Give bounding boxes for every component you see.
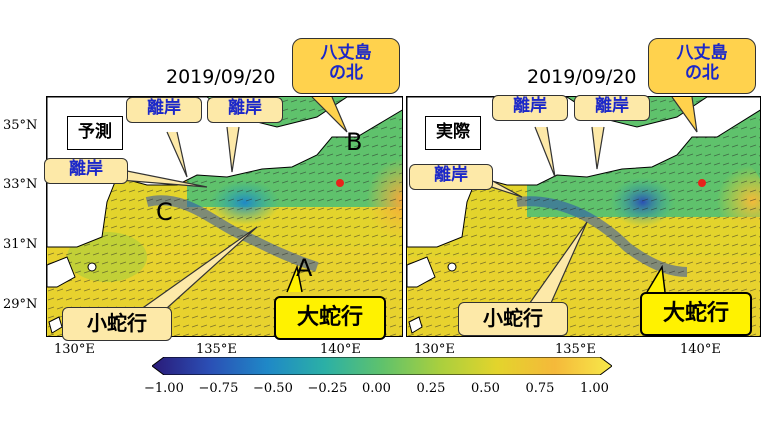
forecast-tag: 予測 [67, 116, 123, 150]
colorbar-tick-label: −0.25 [307, 381, 348, 396]
panel-left-date: 2019/09/20 [166, 66, 276, 88]
large-meander-label-right: 大蛇行 [640, 292, 752, 336]
small-meander-label-right: 小蛇行 [458, 302, 568, 336]
lon-tick-135-left: 135°E [196, 342, 237, 357]
offshore-callout-left-3: 離岸 [44, 158, 128, 184]
lat-tick-33: 33°N [3, 177, 38, 192]
colorbar-tick-label: −1.00 [144, 381, 184, 396]
lon-tick-130-right: 130°E [414, 342, 455, 357]
small-meander-label-left: 小蛇行 [62, 307, 172, 341]
colorbar-tick-label: 0.00 [362, 381, 391, 396]
point-label-c: C [156, 198, 173, 226]
offshore-callout-right-1: 離岸 [492, 95, 568, 121]
actual-tag: 実際 [425, 116, 481, 150]
colorbar-tick-label: −0.75 [198, 381, 239, 396]
colorbar [151, 356, 613, 376]
lat-tick-31: 31°N [3, 237, 38, 252]
lat-tick-35: 35°N [3, 118, 38, 133]
panel-right-date: 2019/09/20 [527, 66, 637, 88]
offshore-callout-right-2: 離岸 [574, 95, 650, 121]
offshore-callout-right-3: 離岸 [409, 164, 493, 190]
large-meander-label-left: 大蛇行 [274, 296, 386, 340]
lat-tick-29: 29°N [3, 297, 38, 312]
observation-point-marker [698, 179, 706, 187]
point-label-b: B [346, 128, 363, 156]
lon-tick-135-right: 135°E [555, 342, 596, 357]
offshore-callout-left-1: 離岸 [126, 97, 202, 123]
colorbar-tick-label: 0.50 [471, 381, 500, 396]
lon-tick-140-right: 140°E [680, 342, 721, 357]
point-label-a: A [296, 254, 313, 282]
colorbar-tick-label: 1.00 [580, 381, 609, 396]
observation-point-marker [336, 179, 344, 187]
colorbar-tick-label: −0.50 [253, 381, 293, 396]
lon-tick-140-left: 140°E [320, 342, 361, 357]
offshore-callout-left-2: 離岸 [207, 97, 283, 123]
colorbar-gradient [151, 356, 613, 376]
colorbar-tick-label: 0.75 [525, 381, 555, 396]
colorbar-tick-label: 0.25 [416, 381, 446, 396]
lon-tick-130-left: 130°E [54, 342, 95, 357]
hachijo-north-callout-left: 八丈島 の北 [292, 38, 400, 94]
hachijo-north-callout-right: 八丈島 の北 [648, 38, 756, 94]
